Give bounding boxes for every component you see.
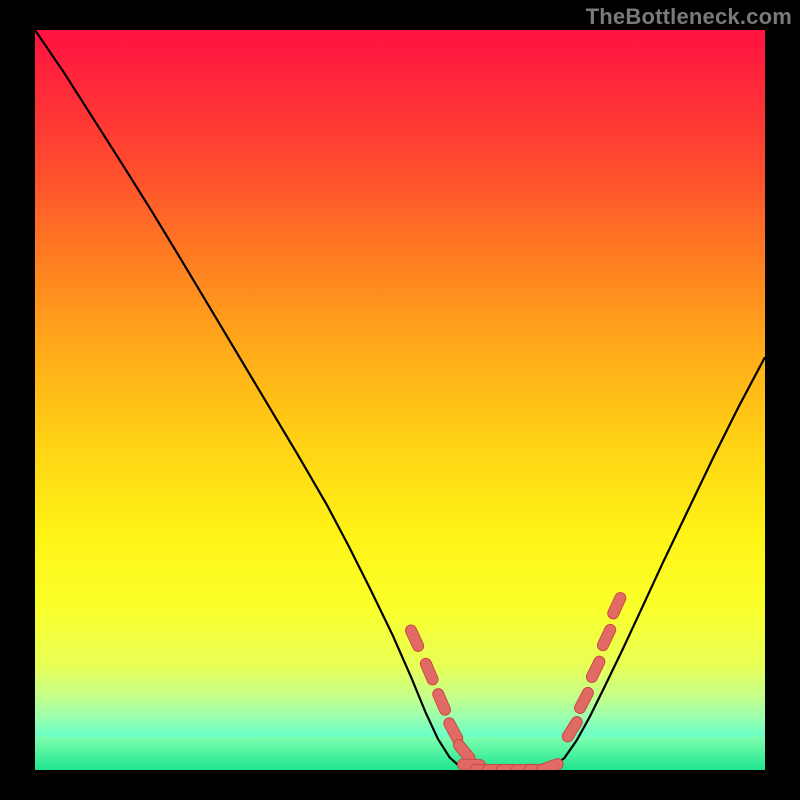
green-strip xyxy=(35,737,765,770)
watermark-text: TheBottleneck.com xyxy=(586,4,792,30)
plot-area xyxy=(35,30,765,770)
stage: TheBottleneck.com xyxy=(0,0,800,800)
chart-svg xyxy=(35,30,765,770)
gradient-background xyxy=(35,30,765,770)
